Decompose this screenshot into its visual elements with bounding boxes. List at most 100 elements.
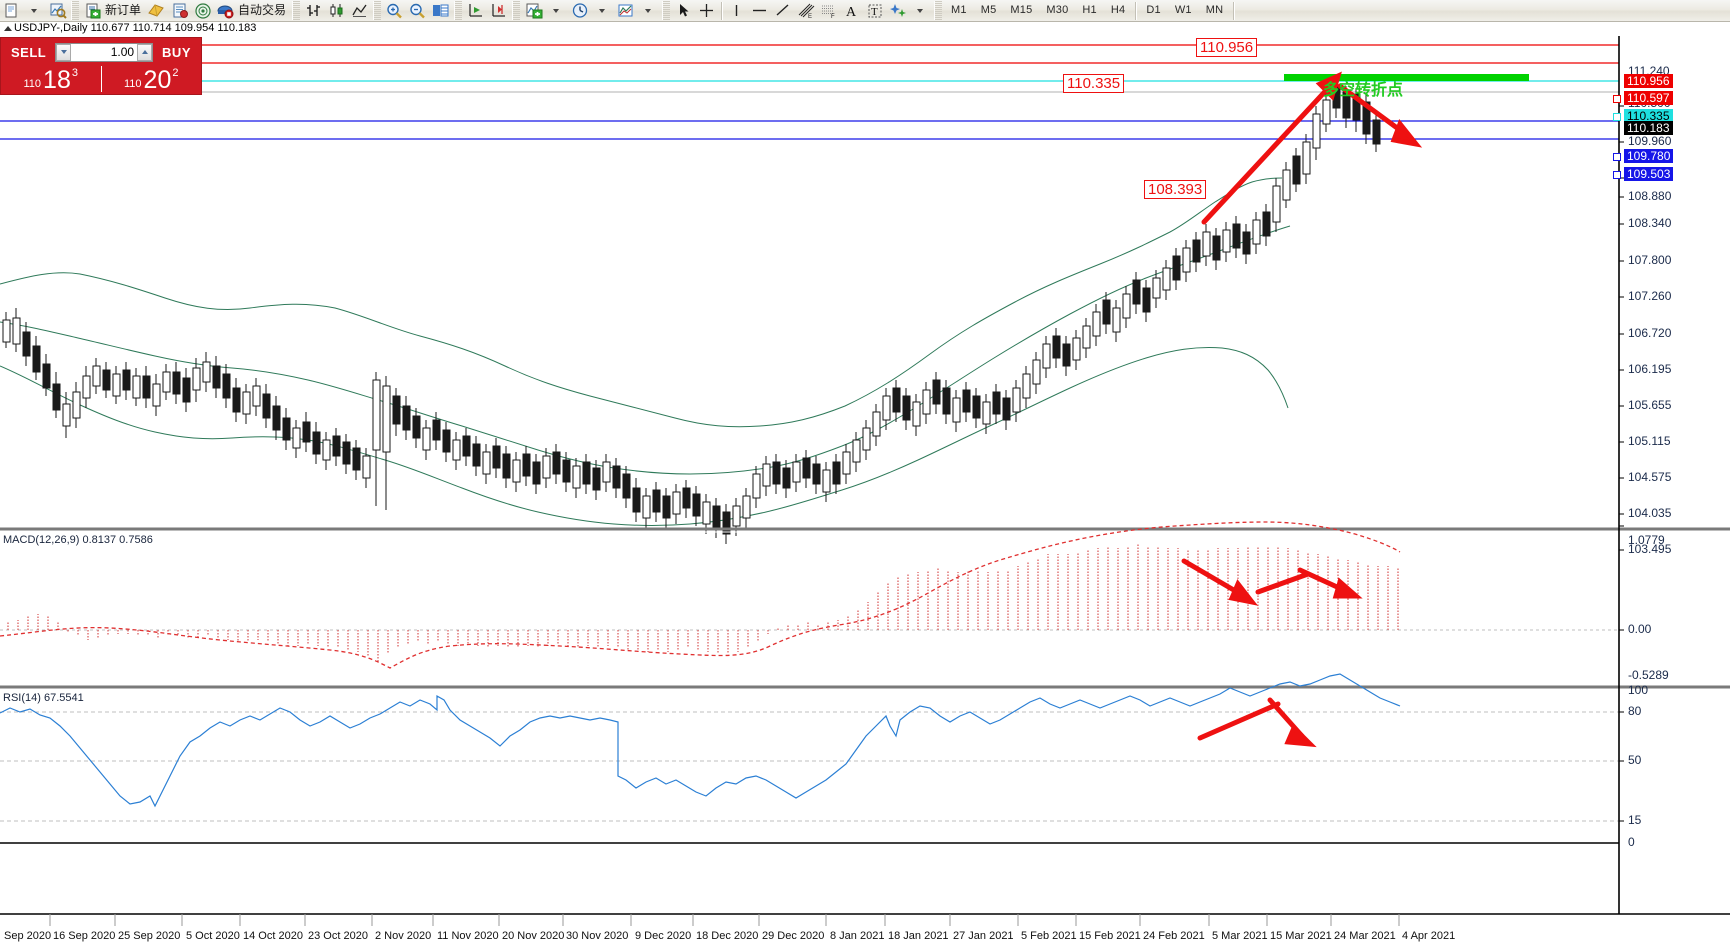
date-label: 29 Dec 2020 xyxy=(762,930,825,942)
trendline-icon[interactable] xyxy=(771,0,794,21)
buy-button[interactable]: BUY xyxy=(162,44,191,60)
price-line-handle[interactable] xyxy=(1613,95,1621,103)
chevron-down-icon[interactable] xyxy=(909,0,932,21)
macd-signal-line xyxy=(0,521,1401,669)
zoom-in-icon[interactable] xyxy=(383,0,406,21)
main-toolbar: 新订单 自动交易 xyxy=(0,0,1730,22)
market-watch-icon[interactable] xyxy=(191,0,214,21)
zoom-out-icon[interactable] xyxy=(406,0,429,21)
price-tick: 103.495 xyxy=(1628,542,1672,556)
date-label: 2 Nov 2020 xyxy=(375,930,432,942)
price-tag[interactable]: 110.956 xyxy=(1624,74,1673,88)
volume-increment-button[interactable] xyxy=(137,43,153,61)
toolbar-divider xyxy=(721,1,723,20)
chevron-down-icon[interactable] xyxy=(23,0,46,21)
bar-chart-icon[interactable] xyxy=(302,0,325,21)
high-label[interactable]: 110.956 xyxy=(1196,38,1258,57)
line-chart-icon[interactable] xyxy=(348,0,371,21)
fibonacci-icon[interactable]: F xyxy=(817,0,840,21)
one-click-trading-panel[interactable]: SELL 1.00 BUY 110 18 3 110 20 2 xyxy=(0,37,202,95)
autotrading-icon[interactable] xyxy=(214,0,237,21)
price-line-handle[interactable] xyxy=(1613,171,1621,179)
date-label: 30 Nov 2020 xyxy=(566,930,629,942)
price-tick: 108.880 xyxy=(1628,189,1672,203)
rsi-tick: 50 xyxy=(1628,753,1642,767)
toolbar-separator xyxy=(292,1,301,20)
text-label-icon[interactable]: T xyxy=(863,0,886,21)
equidistant-channel-icon[interactable]: E xyxy=(794,0,817,21)
price-tag[interactable]: 110.597 xyxy=(1624,91,1673,105)
buy-quote[interactable]: 110 20 2 xyxy=(124,66,179,94)
auto-scroll-icon[interactable] xyxy=(464,0,487,21)
indicators-icon[interactable] xyxy=(522,0,545,21)
chinese-annotation-note[interactable]: 多空转折点 xyxy=(1323,80,1404,99)
date-label: 5 Mar 2021 xyxy=(1212,930,1268,942)
templates-icon[interactable] xyxy=(614,0,637,21)
vertical-line-icon[interactable] xyxy=(725,0,748,21)
chevron-down-icon[interactable] xyxy=(545,0,568,21)
chevron-down-icon[interactable] xyxy=(637,0,660,21)
date-label: 5 Feb 2021 xyxy=(1021,930,1077,942)
volume-field[interactable]: 1.00 xyxy=(55,42,154,62)
text-icon[interactable]: A xyxy=(840,0,863,21)
price-line-handle[interactable] xyxy=(1613,113,1621,121)
profiles-icon[interactable] xyxy=(46,0,69,21)
toolbar-divider xyxy=(1233,1,1235,20)
macd-tick: 1.0779 xyxy=(1628,533,1665,547)
low-label[interactable]: 108.393 xyxy=(1144,180,1207,199)
candlestick-chart-icon[interactable] xyxy=(325,0,348,21)
toolbar-separator xyxy=(934,1,943,20)
chart-canvas xyxy=(0,36,1730,946)
cursor-icon[interactable] xyxy=(672,0,695,21)
tab-timeframe-m15[interactable]: M15 xyxy=(1010,4,1033,16)
volume-decrement-button[interactable] xyxy=(56,43,72,61)
new-chart-icon[interactable] xyxy=(0,0,23,21)
navigator-icon[interactable] xyxy=(168,0,191,21)
price-tag[interactable]: 109.780 xyxy=(1624,149,1674,163)
chevron-down-icon[interactable] xyxy=(591,0,614,21)
date-label: 23 Oct 2020 xyxy=(308,930,368,942)
collapse-triangle-icon[interactable] xyxy=(4,26,12,31)
periods-icon[interactable] xyxy=(568,0,591,21)
tab-timeframe-m1[interactable]: M1 xyxy=(951,4,967,16)
chart-area[interactable]: 111.240110.500109.960109.420108.880108.3… xyxy=(0,36,1730,946)
price-line-handle[interactable] xyxy=(1613,153,1621,161)
autotrading-label[interactable]: 自动交易 xyxy=(238,3,287,17)
toolbar-separator xyxy=(71,1,79,20)
date-label: 20 Nov 2020 xyxy=(502,930,565,942)
new-order-icon[interactable] xyxy=(81,0,104,21)
price-tag[interactable]: 109.503 xyxy=(1624,167,1674,181)
date-label: 11 Nov 2020 xyxy=(437,930,499,942)
date-label: 5 Oct 2020 xyxy=(186,930,240,942)
toolbar-separator xyxy=(662,1,671,20)
svg-text:F: F xyxy=(831,14,835,19)
tab-timeframe-h1[interactable]: H1 xyxy=(1082,4,1097,16)
crosshair-icon[interactable] xyxy=(695,0,718,21)
sell-button[interactable]: SELL xyxy=(11,44,47,60)
tab-timeframe-h4[interactable]: H4 xyxy=(1110,4,1126,16)
resistance-label[interactable]: 110.335 xyxy=(1063,74,1125,93)
volume-value[interactable]: 1.00 xyxy=(110,45,135,59)
metaeditor-icon[interactable] xyxy=(145,0,168,21)
price-tick: 108.340 xyxy=(1628,216,1672,230)
date-label: Sep 2020 xyxy=(4,930,52,942)
tab-timeframe-mn[interactable]: MN xyxy=(1205,4,1224,16)
date-label: 25 Sep 2020 xyxy=(118,930,181,942)
new-order-label[interactable]: 新订单 xyxy=(105,3,142,17)
shapes-icon[interactable] xyxy=(886,0,909,21)
price-tag[interactable]: 110.183 xyxy=(1624,121,1673,135)
tab-timeframe-w1[interactable]: W1 xyxy=(1174,4,1192,16)
tab-timeframe-d1[interactable]: D1 xyxy=(1146,4,1161,16)
price-tag[interactable]: 110.335 xyxy=(1624,109,1673,123)
rsi-tick: 100 xyxy=(1628,683,1649,697)
date-label: 15 Mar 2021 xyxy=(1270,930,1332,942)
rsi-line xyxy=(0,673,1401,808)
tab-timeframe-m5[interactable]: M5 xyxy=(980,4,997,16)
chart-grid-icon[interactable] xyxy=(429,0,452,21)
date-label: 18 Dec 2020 xyxy=(696,930,759,942)
tab-timeframe-m30[interactable]: M30 xyxy=(1046,4,1069,16)
toolbar-separator xyxy=(373,1,382,20)
horizontal-line-icon[interactable] xyxy=(748,0,771,21)
chart-shift-icon[interactable] xyxy=(487,0,510,21)
sell-quote[interactable]: 110 18 3 xyxy=(23,66,78,94)
